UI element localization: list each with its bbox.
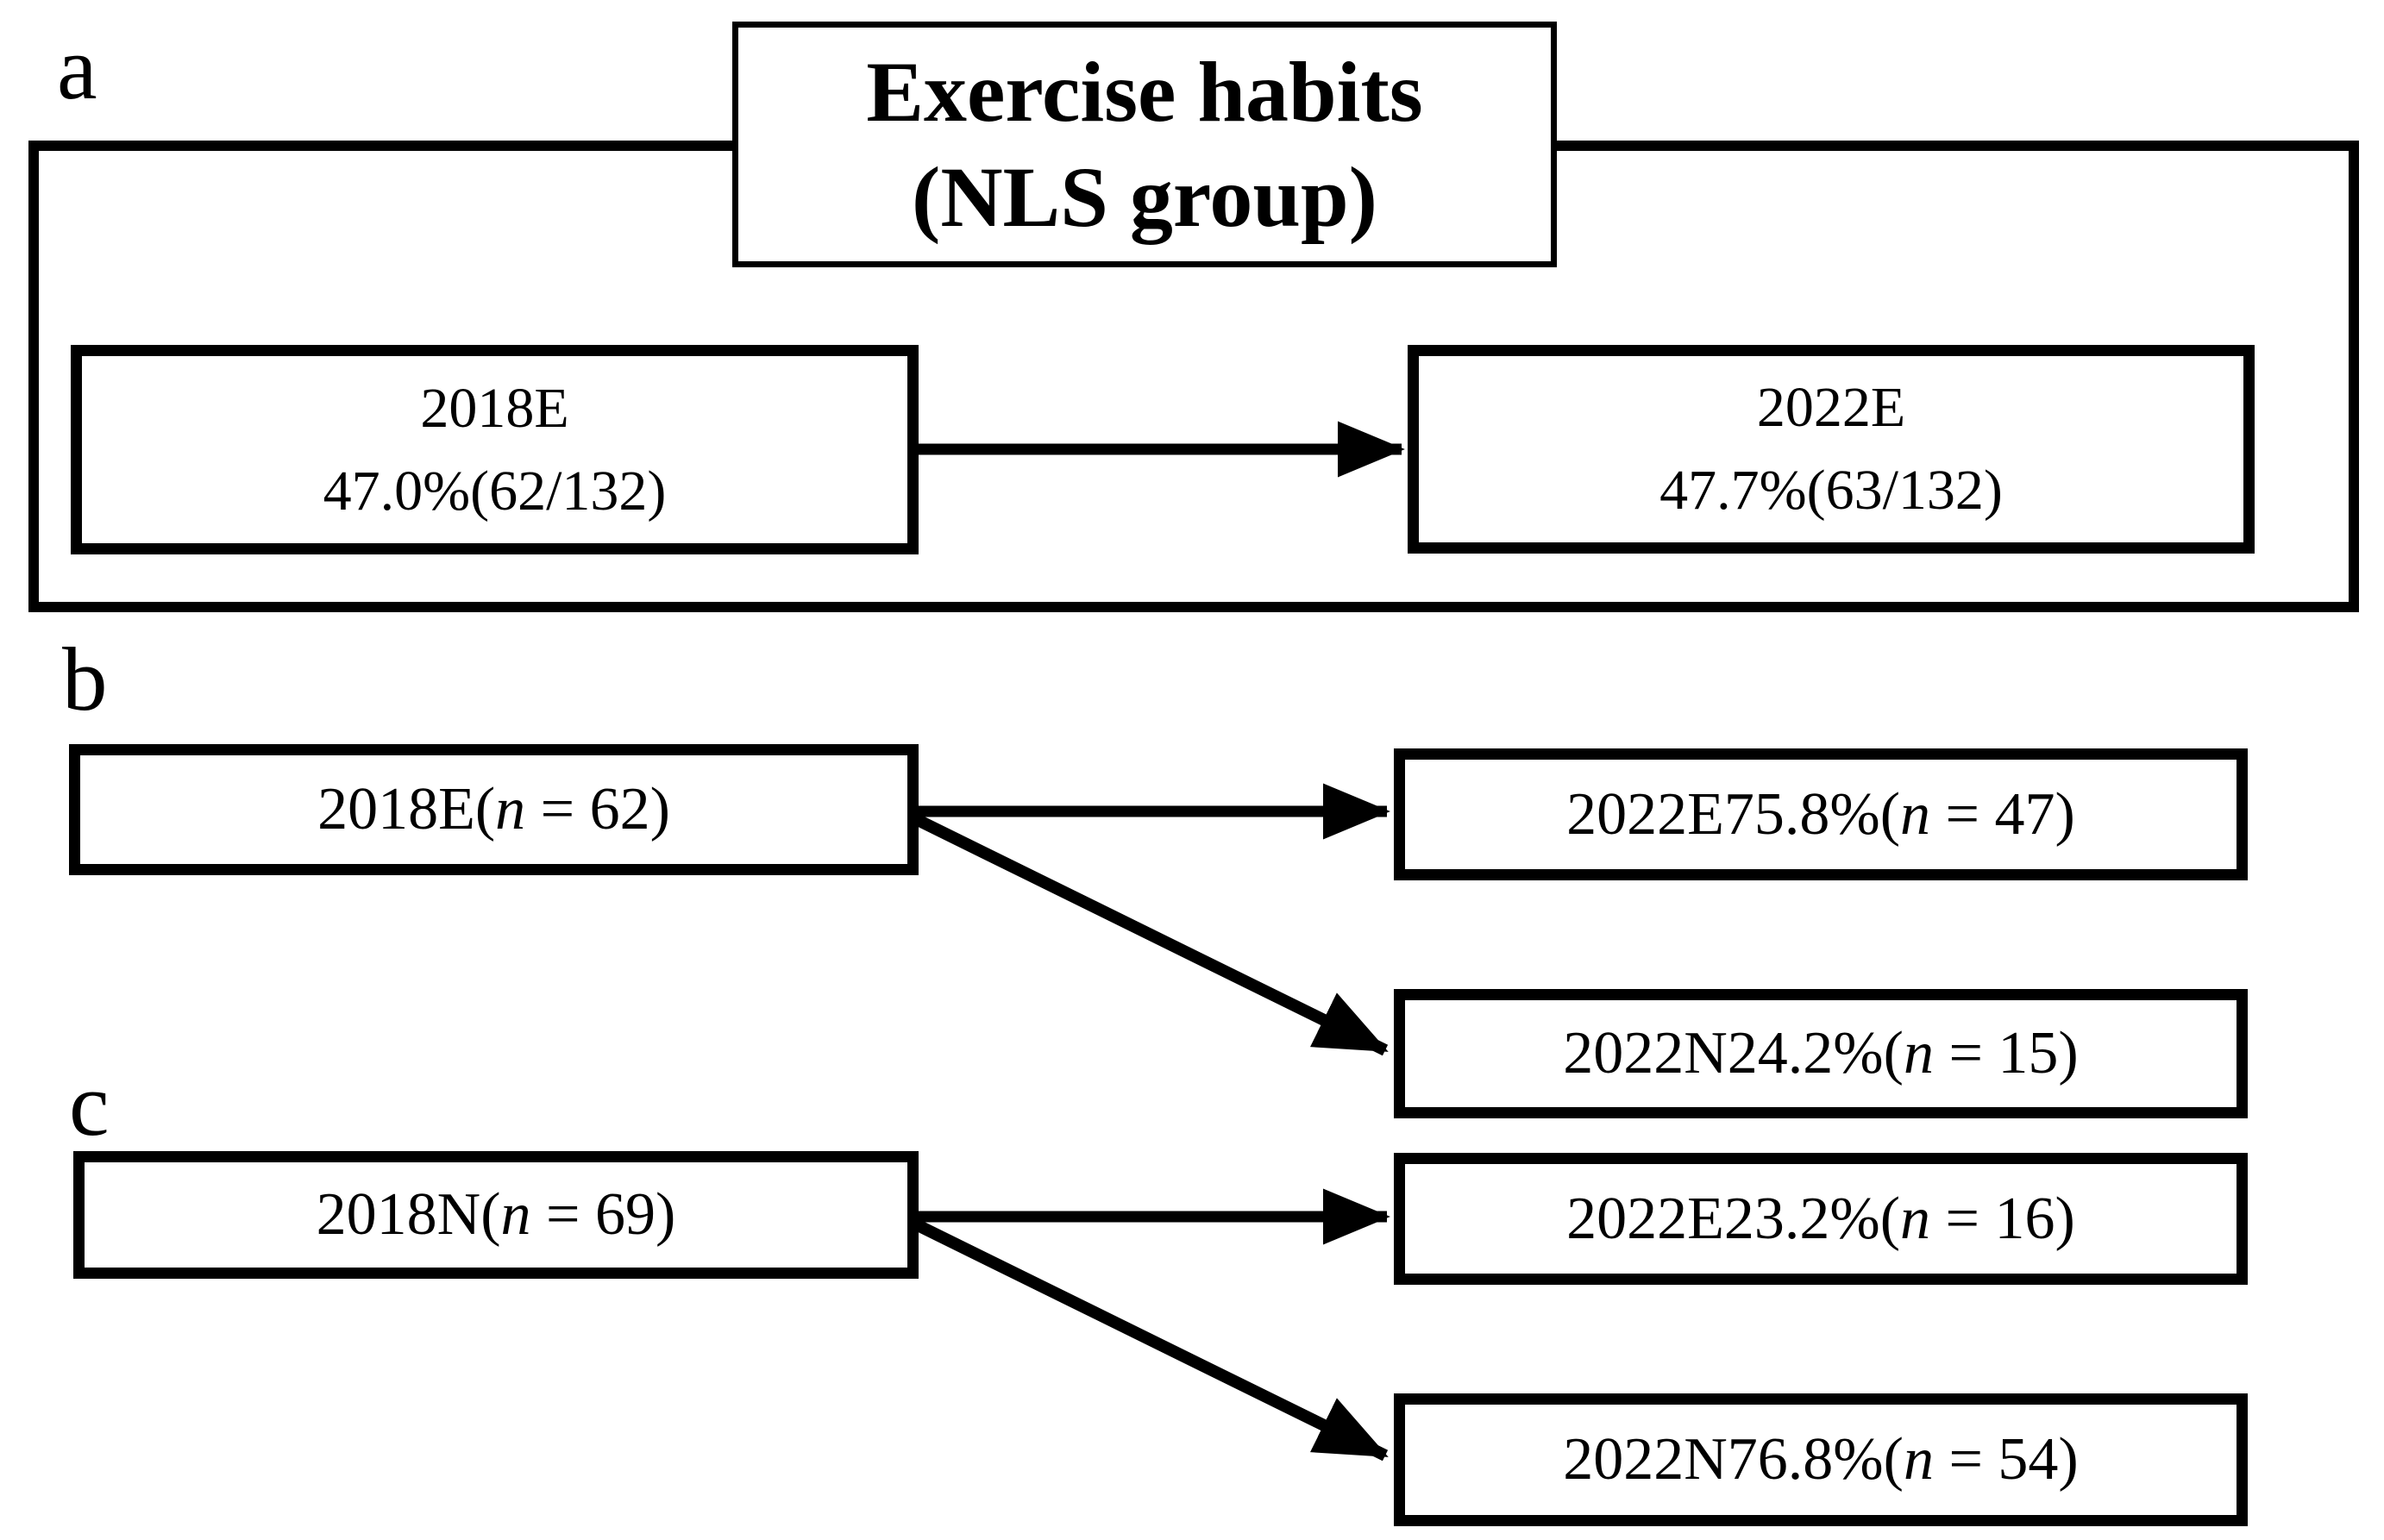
box-2018e-label: 2018E bbox=[420, 376, 569, 440]
box-2022e-label: 2022E bbox=[1756, 376, 1906, 440]
box-2022n-242-prefix: 2022N24.2%( bbox=[1563, 1020, 1904, 1086]
title-text: Exercise habits (NLS group) bbox=[866, 40, 1422, 250]
box-2022n-242-suffix: = 15) bbox=[1933, 1020, 2079, 1086]
box-2022e-758-var: n bbox=[1900, 780, 1931, 848]
box-2018n-n69-var: n bbox=[500, 1181, 531, 1248]
box-2022e-232-var: n bbox=[1900, 1185, 1931, 1252]
box-2018n-n69-prefix: 2018N( bbox=[316, 1181, 501, 1248]
box-2018e-baseline: 2018E 47.0%(62/132) bbox=[71, 345, 919, 554]
box-2022e-value: 47.7%(63/132) bbox=[1659, 459, 2003, 522]
box-2018e-n62-suffix: = 62) bbox=[525, 776, 670, 842]
box-2018n-n69-suffix: = 69) bbox=[530, 1181, 676, 1248]
panel-c-label: c bbox=[69, 1054, 110, 1155]
box-2022n-768-suffix: = 54) bbox=[1933, 1426, 2079, 1493]
box-2022n-768-var: n bbox=[1903, 1426, 1934, 1493]
box-2022n-768: 2022N76.8%(n = 54) bbox=[1394, 1393, 2248, 1526]
arrow-2018n-to-2022n-768 bbox=[913, 1218, 1389, 1462]
box-2018e-n62-var: n bbox=[495, 776, 526, 842]
box-2022n-242: 2022N24.2%(n = 15) bbox=[1394, 989, 2248, 1118]
exercise-habits-title-box: Exercise habits (NLS group) bbox=[732, 22, 1557, 267]
box-2022n-768-prefix: 2022N76.8%( bbox=[1563, 1426, 1904, 1493]
box-2022e-758: 2022E75.8%(n = 47) bbox=[1394, 748, 2248, 880]
box-2018e-n62-prefix: 2018E( bbox=[317, 776, 496, 842]
arrow-2018e-to-2022n-242 bbox=[913, 813, 1389, 1056]
box-2022e-baseline: 2022E 47.7%(63/132) bbox=[1408, 345, 2255, 554]
box-2022n-242-var: n bbox=[1903, 1020, 1934, 1086]
box-2022e-232-suffix: = 16) bbox=[1930, 1185, 2075, 1252]
box-2018e-value: 47.0%(62/132) bbox=[323, 459, 667, 523]
box-2022e-232-prefix: 2022E23.2%( bbox=[1566, 1185, 1901, 1252]
box-2022e-758-suffix: = 47) bbox=[1930, 780, 2075, 848]
box-2018e-n62: 2018E(n = 62) bbox=[69, 744, 919, 875]
panel-a-label: a bbox=[57, 17, 97, 118]
box-2022e-232: 2022E23.2%(n = 16) bbox=[1394, 1153, 2248, 1285]
title-line-1: Exercise habits bbox=[866, 43, 1423, 140]
box-2018n-n69: 2018N(n = 69) bbox=[73, 1151, 919, 1279]
box-2022e-758-prefix: 2022E75.8%( bbox=[1566, 780, 1901, 848]
title-line-2: (NLS group) bbox=[912, 148, 1377, 245]
panel-b-label: b bbox=[62, 629, 108, 729]
